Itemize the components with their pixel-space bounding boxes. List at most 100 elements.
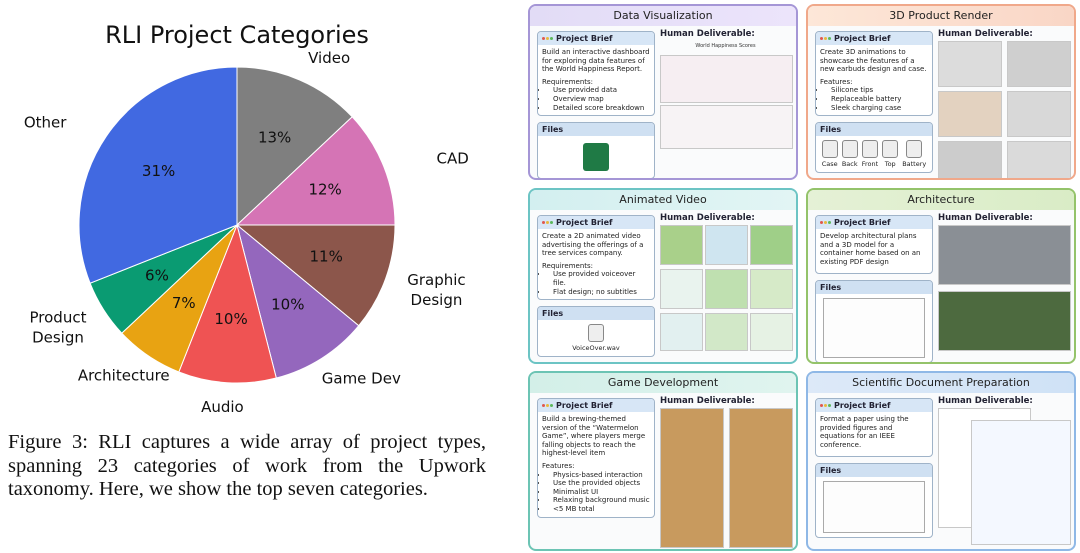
category-label: Other xyxy=(23,113,67,132)
dots xyxy=(820,221,831,224)
files-box: Files VoiceOver.wav xyxy=(537,306,655,358)
deliverable-label: Human Deliverable: xyxy=(938,396,1033,406)
image xyxy=(660,225,703,265)
deliverable: Human Deliverable: World Happiness Scores xyxy=(660,29,793,174)
list-item: Silicone tips xyxy=(826,86,928,95)
files-box: Files xyxy=(815,280,933,362)
file: Back xyxy=(841,140,858,169)
image xyxy=(971,420,1071,545)
panel-title: Game Development xyxy=(530,373,796,393)
bullet-text: Relaxing background music xyxy=(553,496,650,505)
files-label: Files xyxy=(538,307,654,321)
file-icon xyxy=(861,140,878,159)
list-item: Use provided data xyxy=(548,86,650,95)
dot xyxy=(546,37,549,40)
brief-text: Build a brewing-themed version of the “W… xyxy=(542,415,646,458)
file-icon xyxy=(841,140,858,159)
dots xyxy=(820,404,831,407)
list-label: Features: xyxy=(820,77,853,86)
bullet-text: Sleek charging case xyxy=(831,103,902,112)
deliverable-area xyxy=(660,408,793,548)
brief-text: Build an interactive dashboard for explo… xyxy=(542,48,650,74)
pie-slice xyxy=(235,224,396,327)
deliverable-label: Human Deliverable: xyxy=(660,213,755,223)
dot xyxy=(820,37,823,40)
image xyxy=(705,269,748,309)
image xyxy=(938,291,1071,351)
file: Battery xyxy=(902,140,926,168)
deliverable-label: Human Deliverable: xyxy=(938,213,1033,223)
bullet-text: Use the provided objects xyxy=(553,479,641,488)
dot xyxy=(820,221,823,224)
file-name: Back xyxy=(841,160,858,169)
list-item: Minimalist UI xyxy=(548,488,650,497)
deliverable-area xyxy=(938,225,1071,359)
category-label: Product Design xyxy=(29,308,87,347)
deliverable: Human Deliverable: xyxy=(938,213,1071,359)
files-label: Files xyxy=(816,281,932,295)
brief-text: Create 3D animations to showcase the fea… xyxy=(820,48,927,74)
list-item: Replaceable battery xyxy=(826,95,928,104)
dot xyxy=(550,221,553,224)
image xyxy=(750,313,793,351)
deliverable-label: Human Deliverable: xyxy=(660,396,755,406)
brief-text: Develop architectural plans and a 3D mod… xyxy=(820,232,921,266)
pie-slice xyxy=(235,116,396,226)
project-panel: Scientific Document Preparation Project B… xyxy=(806,371,1076,551)
panel-title: 3D Product Render xyxy=(808,6,1074,26)
file-list xyxy=(538,136,654,178)
files-label: Files xyxy=(816,464,932,478)
image xyxy=(1007,41,1071,87)
list-item: Flat design; no subtitles xyxy=(548,288,650,297)
brief-header: Project Brief xyxy=(538,399,654,412)
image xyxy=(750,225,793,265)
file-list xyxy=(816,294,932,362)
image xyxy=(938,141,1002,178)
file-icon xyxy=(882,140,899,159)
pie-slice xyxy=(178,223,277,384)
files-box: Files xyxy=(815,463,933,539)
dot xyxy=(550,404,553,407)
dot xyxy=(546,404,549,407)
deliverable-label: Human Deliverable: xyxy=(938,29,1033,39)
left-column: Project Brief Build an interactive dashbo… xyxy=(537,31,655,178)
image xyxy=(660,408,724,548)
files-box: Files Case Back Front Top Battery xyxy=(815,122,933,174)
file-name: Case xyxy=(821,160,838,169)
brief-body: Create 3D animations to showcase the fea… xyxy=(816,45,932,115)
image xyxy=(729,408,793,548)
brief-header: Project Brief xyxy=(538,216,654,229)
list-item: Detailed score breakdown xyxy=(548,104,650,113)
project-brief: Project Brief Create a 2D animated video … xyxy=(537,215,655,301)
category-label: Audio xyxy=(201,397,244,416)
slice-label: 10% xyxy=(214,310,247,328)
list-label: Features: xyxy=(542,461,575,470)
dot xyxy=(828,37,831,40)
image xyxy=(750,269,793,309)
image xyxy=(938,41,1002,87)
chart-title: RLI Project Categories xyxy=(105,21,369,49)
dot xyxy=(542,404,545,407)
dot xyxy=(820,404,823,407)
list-item: Use provided voiceover file. xyxy=(548,270,650,287)
image xyxy=(705,225,748,265)
list-item: Sleek charging case xyxy=(826,104,928,113)
deliverable-area xyxy=(938,41,1071,178)
list-item: Relaxing background music xyxy=(548,496,650,505)
list-item: <5 MB total xyxy=(548,505,650,514)
category-label: Video xyxy=(308,48,351,67)
excel-icon xyxy=(583,143,609,172)
image xyxy=(660,105,793,149)
deliverable-area xyxy=(660,225,793,359)
brief-label: Project Brief xyxy=(556,401,613,410)
brief-label: Project Brief xyxy=(556,218,613,227)
file: VoiceOver.wav xyxy=(572,324,620,352)
bullet-text: Replaceable battery xyxy=(831,94,902,103)
bullet-text: <5 MB total xyxy=(553,504,595,513)
dots xyxy=(820,37,831,40)
dot xyxy=(824,37,827,40)
file-list: VoiceOver.wav xyxy=(538,320,654,356)
bullet-text: Flat design; no subtitles xyxy=(553,287,637,296)
dots xyxy=(542,404,553,407)
